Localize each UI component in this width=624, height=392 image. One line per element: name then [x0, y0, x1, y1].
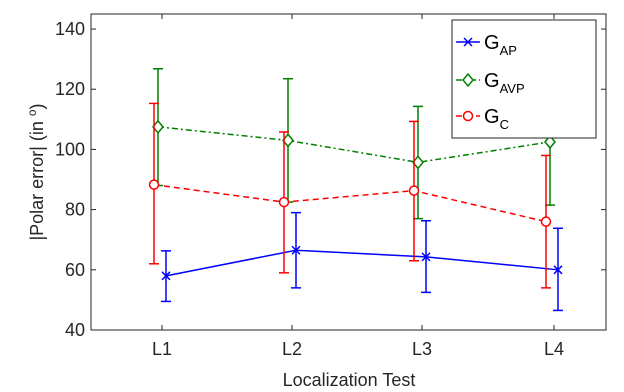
y-tick-label-2: 80: [65, 200, 85, 220]
legend-item-2-label: GC: [484, 106, 509, 132]
series-2-point-1: [278, 196, 290, 208]
y-axis-label-degree: o: [25, 109, 39, 116]
series-0-point-3-b: [553, 265, 563, 275]
series-2-point-3: [540, 216, 552, 227]
legend-item-0: GAP: [456, 32, 517, 58]
legend-item-1-marker: [462, 72, 474, 88]
series-0-point-2: [421, 252, 431, 262]
series-1-line: [157, 126, 551, 164]
axes-layer: 40 60 80 100 120 140 L1 L2 L3 L4: [55, 13, 607, 359]
series-2-point-2: [408, 185, 420, 196]
y-axis-label: |Polar error| (in o): [25, 103, 47, 240]
legend-item-0-marker-b: [463, 37, 473, 47]
y-tick-label-0: 40: [65, 320, 85, 340]
legend-item-2-marker: [462, 110, 474, 122]
x-tick-label-0: L1: [152, 339, 172, 359]
x-tick-label-2: L3: [412, 339, 432, 359]
legend-item-0-label: GAP: [484, 32, 517, 58]
legend-item-2-label-main: G: [484, 106, 500, 128]
axes-frame: [90, 13, 607, 331]
series-layer: [148, 68, 563, 312]
y-tick-label-1: 60: [65, 260, 85, 280]
series-2-line: [153, 183, 547, 223]
series-0-point-0: [161, 271, 171, 281]
x-tick-label-1: L2: [282, 339, 302, 359]
legend-item-0-label-sub: AP: [500, 43, 517, 58]
legend-item-1-label-main: G: [484, 70, 500, 92]
series-2-point-0: [148, 179, 160, 190]
y-tick-label-4: 120: [55, 79, 85, 99]
series-0-point-1: [291, 245, 301, 255]
series-0-point-0-b: [161, 271, 171, 281]
series-2: [148, 102, 552, 289]
y-tick-label-3: 100: [55, 139, 85, 159]
legend-item-1-label-sub: AVP: [500, 81, 525, 96]
legend-box: [451, 19, 597, 139]
series-0-point-1-b: [291, 245, 301, 255]
series-0-point-2-b: [421, 252, 431, 262]
legend-item-1: GAVP: [456, 70, 525, 96]
series-0: [161, 211, 563, 312]
legend-item-0-label-main: G: [484, 32, 500, 54]
legend-item-2: GC: [456, 106, 509, 132]
legend-item-2-label-sub: C: [500, 117, 509, 132]
legend-item-1-label: GAVP: [484, 70, 525, 96]
legend-item-0-marker: [463, 37, 473, 47]
y-tick-label-5: 140: [55, 19, 85, 39]
x-axis-label: Localization Test: [283, 370, 416, 390]
series-0-line: [165, 249, 559, 277]
series-1-point-3: [544, 134, 556, 150]
x-tick-label-3: L4: [544, 339, 564, 359]
series-0-point-3: [553, 265, 563, 275]
